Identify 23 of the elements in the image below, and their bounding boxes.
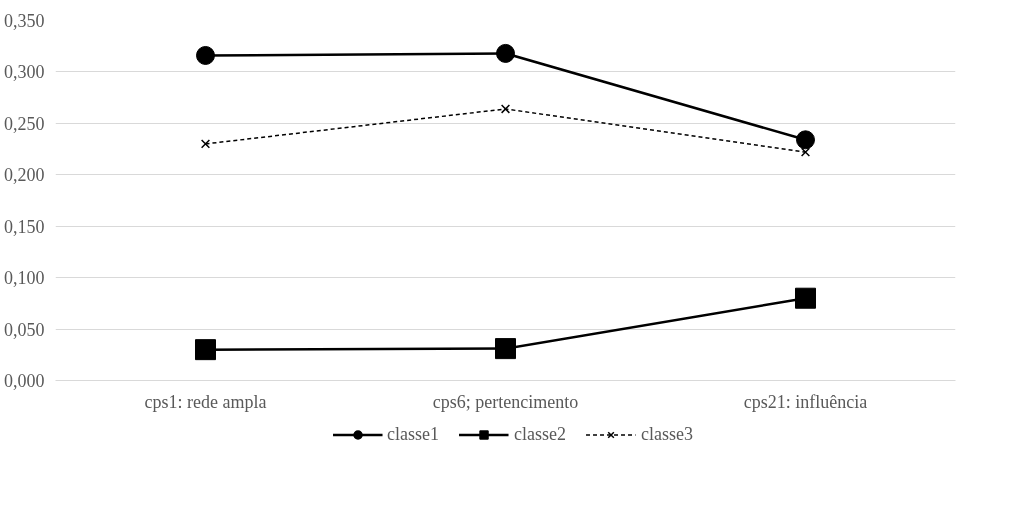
y-tick-label: 0,150 bbox=[4, 216, 45, 237]
point bbox=[496, 43, 515, 63]
point bbox=[796, 130, 815, 150]
legend-label: classe3 bbox=[640, 423, 693, 445]
legend-label: classe1 bbox=[387, 423, 440, 445]
y-tick-label: 0,250 bbox=[4, 113, 45, 134]
point bbox=[495, 338, 516, 360]
y-tick-label: 0,300 bbox=[4, 62, 45, 83]
y-tick-label: 0,000 bbox=[4, 371, 45, 391]
y-tick-label: 0,100 bbox=[4, 268, 45, 289]
x-tick-label: cps21: influência bbox=[743, 391, 868, 412]
point bbox=[795, 287, 816, 309]
legend-label: classe2 bbox=[514, 423, 566, 445]
y-tick-label: 0,200 bbox=[4, 165, 45, 186]
y-tick-label: 0,350 bbox=[4, 11, 45, 31]
point bbox=[195, 339, 216, 361]
point bbox=[800, 147, 811, 157]
point bbox=[200, 139, 211, 149]
point bbox=[196, 45, 215, 65]
x-tick-label: cps1: rede ampla bbox=[144, 391, 267, 412]
point bbox=[500, 104, 511, 114]
y-tick-label: 0,050 bbox=[4, 319, 45, 340]
x-tick-label: cps6; pertencimento bbox=[432, 391, 579, 412]
